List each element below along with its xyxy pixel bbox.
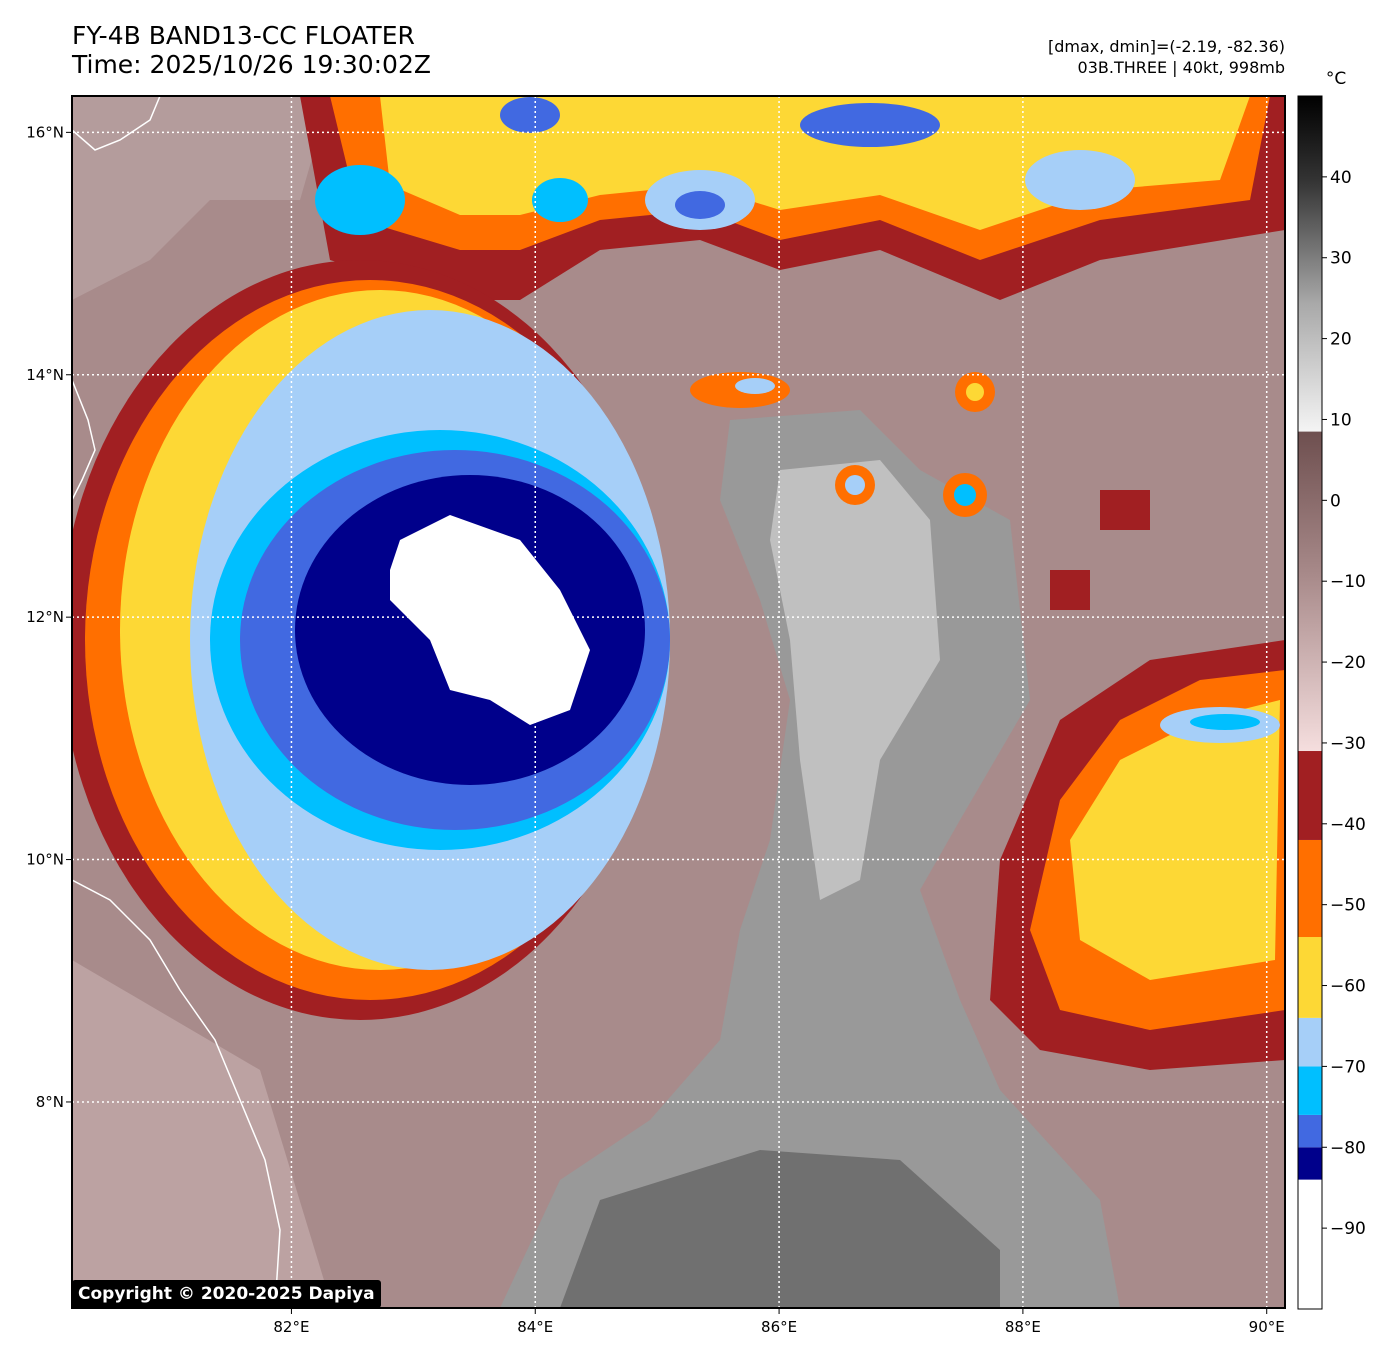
- colorbar-band: [1298, 1147, 1322, 1180]
- dmax-dmin-readout: [dmax, dmin]=(-2.19, -82.36): [1047, 37, 1285, 56]
- image-time: Time: 2025/10/26 19:30:02Z: [72, 50, 431, 79]
- lon-tick-label: 90°E: [1249, 1318, 1285, 1336]
- map-frame: [71, 95, 1286, 1309]
- colorbar-mild-band: [1298, 431, 1322, 752]
- colorbar-tick-label: −10: [1330, 572, 1366, 592]
- colorbar-band: [1298, 751, 1322, 840]
- satellite-imagery: [72, 96, 1285, 1308]
- storm-info: 03B.THREE | 40kt, 998mb: [1077, 58, 1285, 77]
- copyright-label: Copyright © 2020-2025 Dapiya: [72, 1280, 381, 1308]
- colorbar-bands: [1298, 96, 1322, 1309]
- colorbar-tick-label: 0: [1330, 491, 1341, 511]
- colorbar-band: [1298, 1066, 1322, 1115]
- colorbar-tick-label: −80: [1330, 1138, 1366, 1158]
- colorbar-tick-label: −50: [1330, 896, 1366, 916]
- lat-tick-label: 10°N: [26, 851, 64, 869]
- colorbar-tick-label: 40: [1330, 168, 1352, 188]
- lat-tick-label: 12°N: [26, 608, 64, 626]
- lat-tick-label: 16°N: [26, 123, 64, 141]
- colorbar-tick-label: 30: [1330, 249, 1352, 269]
- colorbar-band: [1298, 1179, 1322, 1309]
- colorbar: °C 40 30 20 10 0 −10 −20 −30 −40 −50 −60 −70 −80 −90: [1297, 69, 1366, 1310]
- lon-tick-label: 84°E: [517, 1318, 553, 1336]
- colorbar-band: [1298, 1114, 1322, 1148]
- image-title: FY-4B BAND13-CC FLOATER: [72, 21, 415, 50]
- longitude-axis: 82°E 84°E 86°E 88°E 90°E: [273, 1308, 1285, 1336]
- colorbar-tick-label: −90: [1330, 1219, 1366, 1239]
- colorbar-frame: [1297, 95, 1323, 1310]
- colorbar-band: [1298, 1017, 1322, 1067]
- colorbar-tick-label: −20: [1330, 653, 1366, 673]
- colorbar-tick-label: −60: [1330, 977, 1366, 997]
- colorbar-unit: °C: [1326, 69, 1346, 89]
- colorbar-tick-label: −40: [1330, 815, 1366, 835]
- lon-tick-label: 88°E: [1005, 1318, 1041, 1336]
- colorbar-ticks: 40 30 20 10 0 −10 −20 −30 −40 −50 −60 −70 −80 −90: [1322, 168, 1366, 1239]
- lat-tick-label: 8°N: [36, 1093, 64, 1111]
- lat-tick-label: 14°N: [26, 366, 64, 384]
- colorbar-tick-label: −70: [1330, 1057, 1366, 1077]
- colorbar-tick-label: −30: [1330, 734, 1366, 754]
- lon-tick-label: 86°E: [761, 1318, 797, 1336]
- colorbar-tick-label: 20: [1330, 330, 1352, 350]
- latitude-axis: 16°N 14°N 12°N 10°N 8°N: [26, 123, 72, 1111]
- colorbar-band: [1298, 839, 1322, 938]
- colorbar-warm-band: [1298, 96, 1322, 432]
- lon-tick-label: 82°E: [273, 1318, 309, 1336]
- colorbar-tick-label: 10: [1330, 410, 1352, 430]
- graticule: [72, 96, 1285, 1308]
- colorbar-band: [1298, 937, 1322, 1018]
